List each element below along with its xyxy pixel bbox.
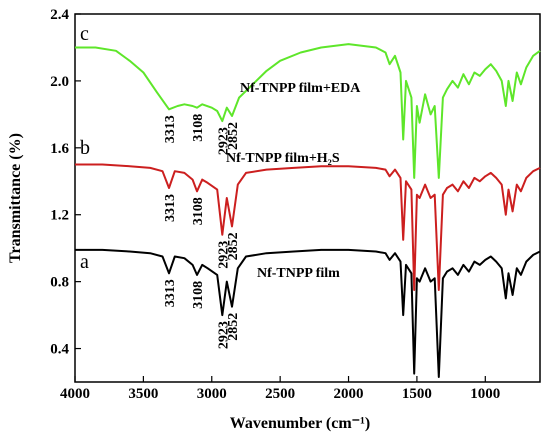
peak-label: 2852 [226,232,241,260]
x-tick-label: 4000 [60,386,90,402]
x-tick-label: 3500 [128,386,158,402]
spectrum-line [75,163,541,291]
series-letter: b [80,137,90,159]
y-tick-label: 2.4 [50,7,69,23]
peak-label: 3313 [163,279,178,307]
peak-label: 3108 [191,197,206,225]
y-tick-label: 0.8 [50,275,69,291]
x-tick-label: 1000 [470,386,500,402]
peak-label: 2923 [216,321,231,349]
peak-label: 2852 [226,122,241,150]
spectrum-line [75,43,541,179]
x-tick-label: 2000 [334,386,364,402]
peak-label: 3108 [191,281,206,309]
series-label: Nf-TNPP film+H₂S [226,151,340,166]
peak-label: 3108 [191,114,206,142]
series-letter: a [80,251,89,273]
series-label: Nf-TNPP film+EDA [240,81,361,96]
y-tick-label: 2.0 [50,74,69,90]
x-tick-label: 3000 [197,386,227,402]
series-letter: c [80,23,89,45]
peak-label: 2923 [216,127,231,155]
y-axis-label: Transmittance (%) [7,133,24,263]
x-axis-label: Wavenumber (cm⁻¹) [230,415,370,432]
peak-label: 2923 [216,241,231,269]
series-label: Nf-TNPP film [257,266,340,281]
x-tick-label: 2500 [265,386,295,402]
peak-label: 3313 [163,194,178,222]
y-tick-label: 0.4 [50,342,69,358]
peak-label: 3313 [163,115,178,143]
y-tick-label: 1.2 [50,208,69,224]
peak-label: 2852 [226,313,241,341]
x-tick-label: 1500 [402,386,432,402]
spectrum-line [75,248,541,378]
plot-frame [74,13,541,383]
y-tick-label: 1.6 [50,141,69,157]
